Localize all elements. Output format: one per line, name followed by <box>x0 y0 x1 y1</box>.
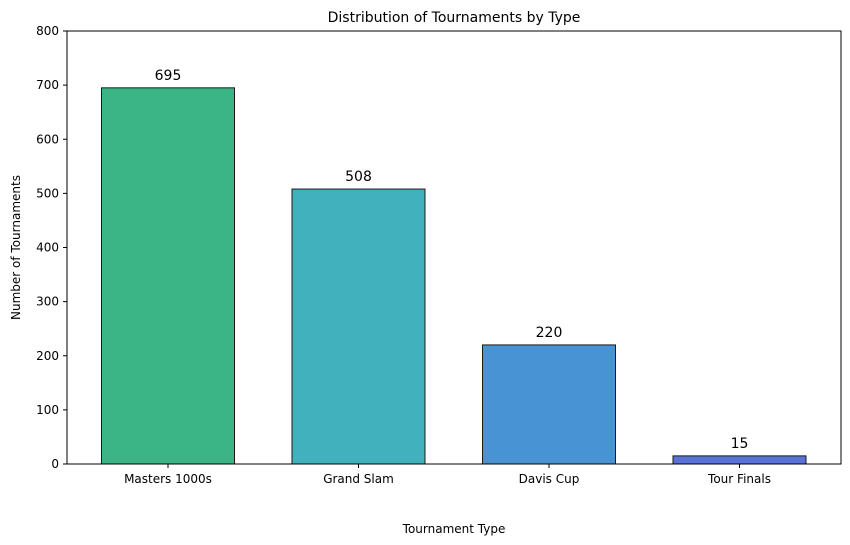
value-label: 508 <box>345 169 372 185</box>
value-label: 695 <box>155 68 182 84</box>
bar-grand-slam <box>291 188 426 465</box>
y-tick-label: 500 <box>36 186 59 200</box>
x-tick-label: Masters 1000s <box>124 472 212 486</box>
y-tick-label: 100 <box>36 403 59 417</box>
x-tick-label: Grand Slam <box>323 472 394 486</box>
bars-group <box>101 87 807 465</box>
value-labels-group: 695 508 220 15 <box>155 68 749 452</box>
y-tick-label: 0 <box>51 457 59 471</box>
x-tick-label: Tour Finals <box>707 472 771 486</box>
y-tick-label: 700 <box>36 78 59 92</box>
y-tick-label: 400 <box>36 241 59 255</box>
y-axis-label: Number of Tournaments <box>9 175 23 320</box>
y-axis-ticks: 0 100 200 300 400 500 600 700 800 <box>36 24 67 471</box>
y-tick-label: 200 <box>36 349 59 363</box>
x-axis-ticks: Masters 1000s Grand Slam Davis Cup Tour Fin… <box>124 464 771 486</box>
value-label: 15 <box>731 436 749 452</box>
y-tick-label: 800 <box>36 24 59 38</box>
x-tick-label: Davis Cup <box>519 472 580 486</box>
value-label: 220 <box>536 325 563 341</box>
bar-davis-cup <box>482 344 616 465</box>
bar-tour-finals <box>672 455 807 465</box>
bar-masters-1000s <box>101 87 235 465</box>
y-tick-label: 600 <box>36 132 59 146</box>
x-axis-label: Tournament Type <box>402 522 506 536</box>
chart-title: Distribution of Tournaments by Type <box>328 10 581 26</box>
y-tick-label: 300 <box>36 295 59 309</box>
